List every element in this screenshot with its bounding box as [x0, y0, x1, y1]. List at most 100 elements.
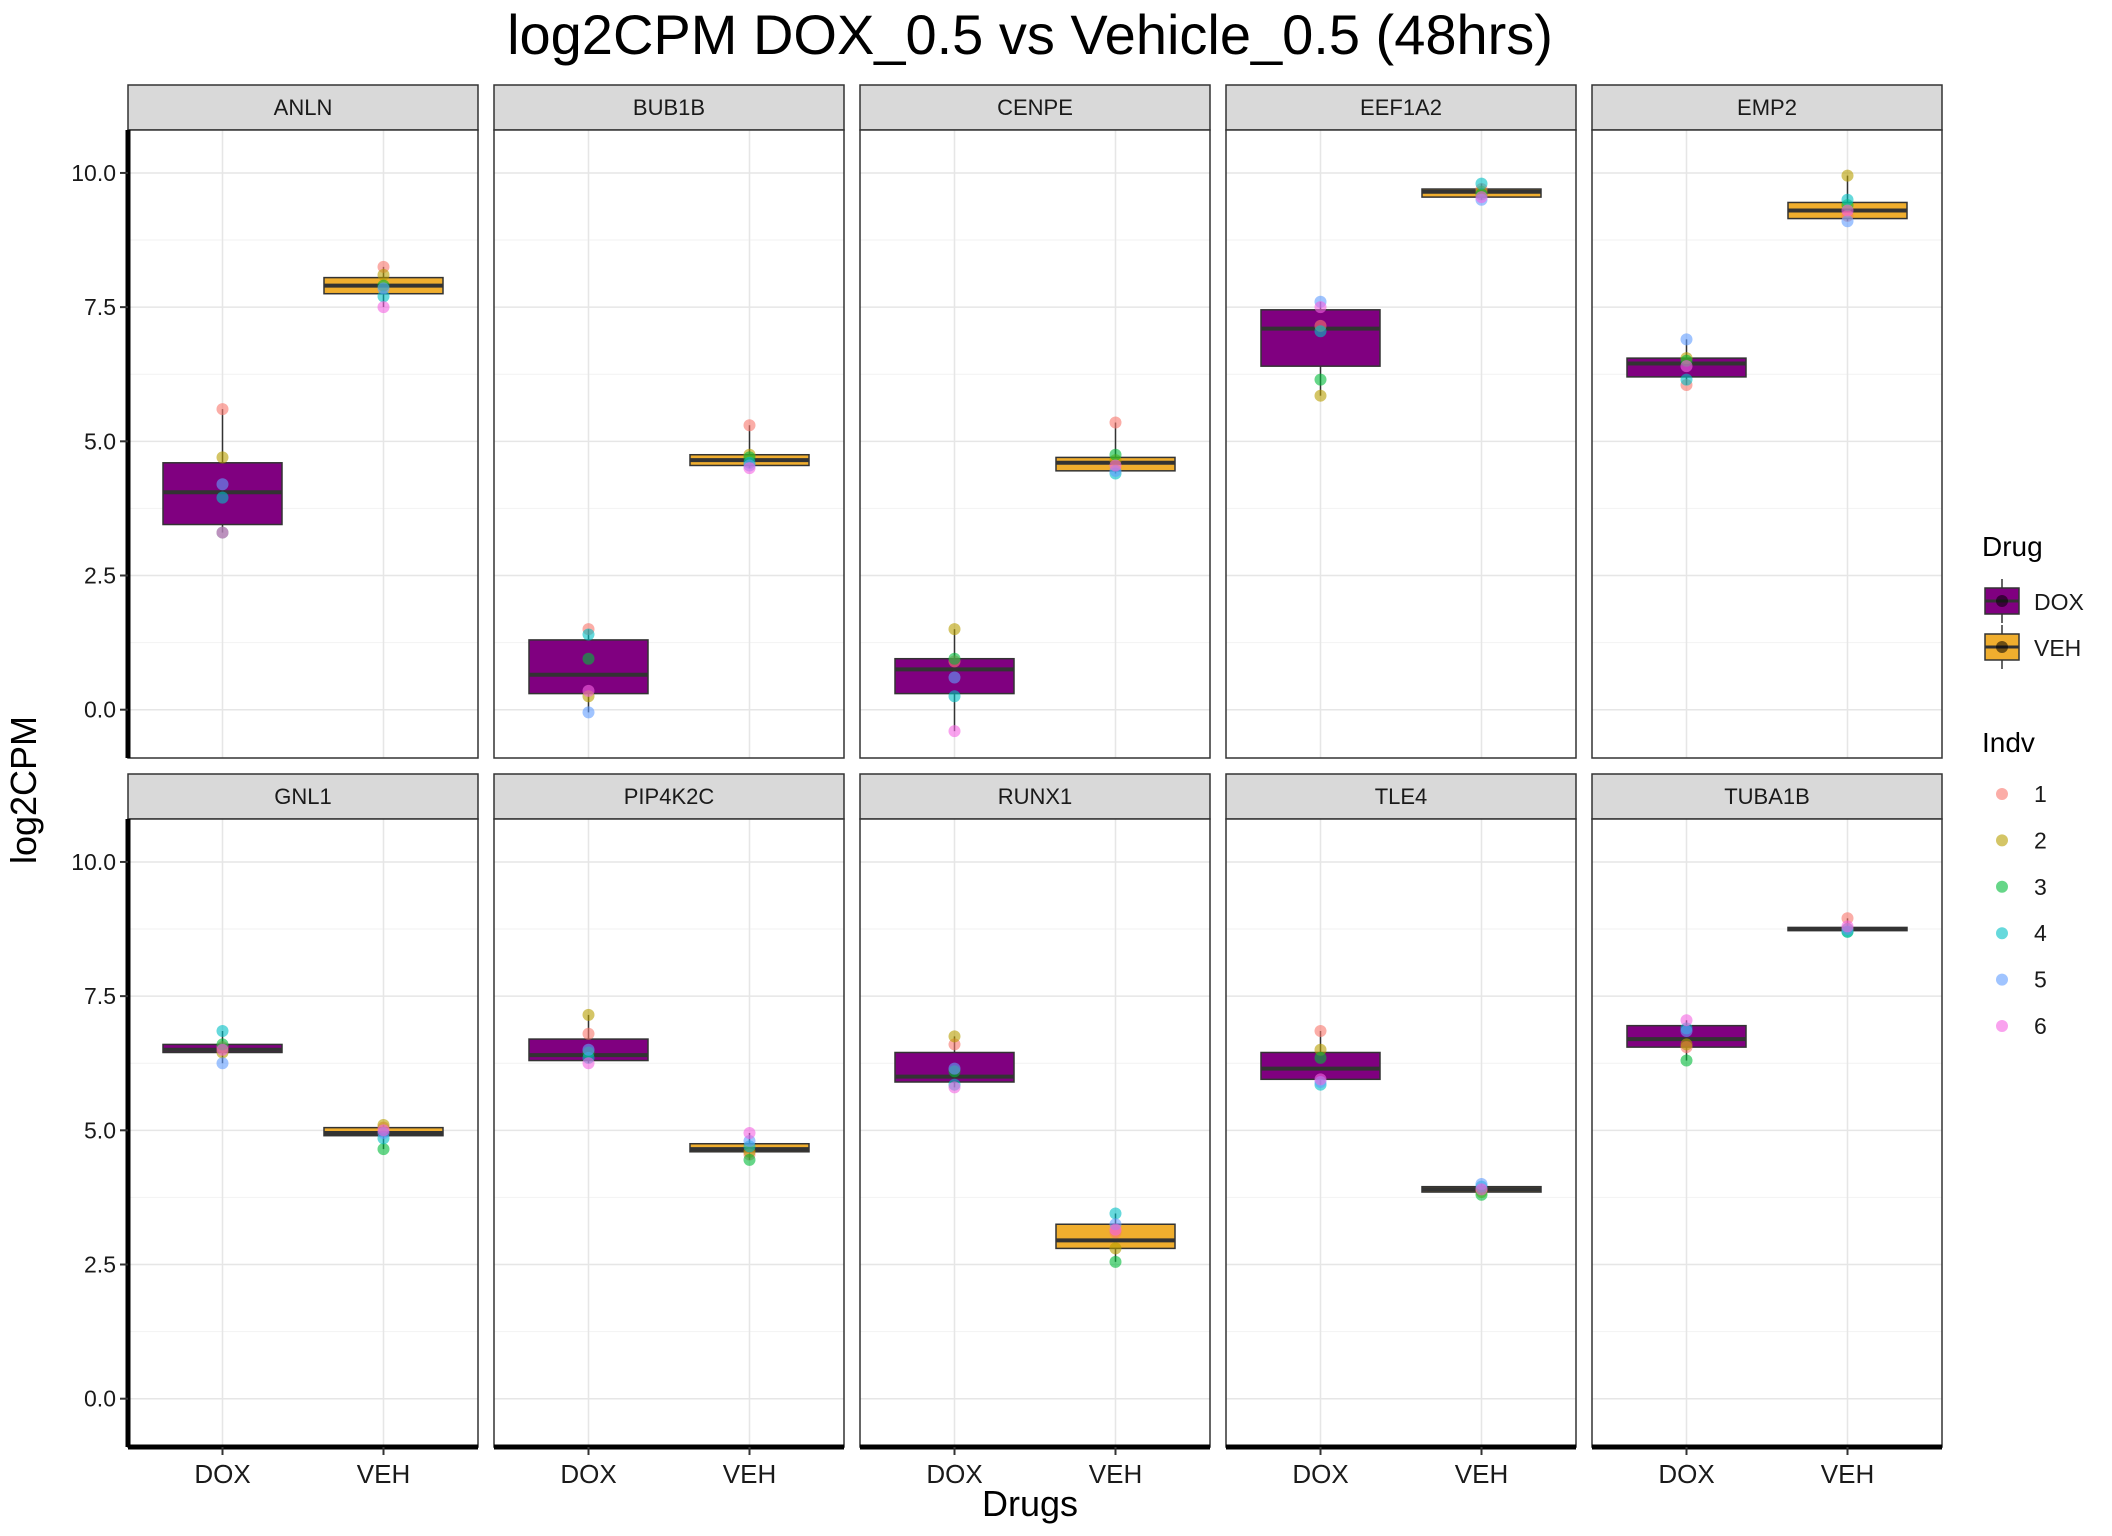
y-tick-label: 2.5 — [84, 563, 116, 589]
facet-runx1: RUNX1 DOX VEH — [859, 773, 1211, 1489]
point-indv-3 — [1109, 1255, 1122, 1268]
facet-strip-label: EMP2 — [1737, 95, 1797, 120]
facet-pip4k2c: PIP4K2C DOX VEH — [493, 773, 845, 1489]
point-indv-2 — [377, 268, 390, 281]
point-indv-2 — [582, 1008, 595, 1021]
legend-key-point — [1996, 927, 2008, 940]
point-indv-1 — [216, 403, 229, 416]
point-indv-5 — [1680, 1025, 1693, 1038]
facet-strip-label: GNL1 — [274, 784, 331, 809]
facet-grid: ANLN 0.0 2.5 5.0 7.5 10.0 BUB1B CENPE EEF1A2 EMP2… — [71, 84, 1943, 1489]
point-indv-3 — [1314, 1051, 1327, 1064]
legend-key-point — [1996, 788, 2008, 800]
facet-strip — [127, 773, 479, 820]
x-tick-label: DOX — [1658, 1459, 1714, 1489]
facet-eef1a2: EEF1A2 — [1225, 84, 1577, 759]
panel-background — [1592, 819, 1942, 1447]
y-tick-label: 5.0 — [84, 428, 116, 454]
chart-title: log2CPM DOX_0.5 vs Vehicle_0.5 (48hrs) — [507, 3, 1553, 66]
point-indv-6 — [377, 1124, 390, 1137]
facet-strip — [859, 773, 1211, 820]
y-tick-label: 0.0 — [84, 1386, 116, 1412]
panel-background — [128, 130, 478, 758]
legend-key-indv-5: 5 — [1996, 967, 2047, 993]
legend-key-point — [1996, 973, 2008, 986]
y-tick-label: 7.5 — [84, 294, 116, 320]
facet-strip — [859, 84, 1211, 131]
x-tick-label: DOX — [560, 1459, 616, 1489]
facet-strip — [1591, 773, 1943, 820]
point-indv-6 — [582, 1057, 595, 1070]
facet-strip — [127, 84, 479, 131]
panel-border — [493, 129, 845, 759]
facet-strip — [1225, 773, 1577, 820]
facet-strip-label: PIP4K2C — [624, 784, 715, 809]
point-indv-5 — [216, 1057, 229, 1070]
facet-strip-label: TLE4 — [1375, 784, 1428, 809]
point-indv-6 — [1680, 1014, 1693, 1027]
facet-anln: ANLN 0.0 2.5 5.0 7.5 10.0 — [71, 84, 479, 759]
point-indv-2 — [1680, 1038, 1693, 1051]
point-indv-6 — [216, 526, 229, 539]
point-indv-4 — [1314, 325, 1327, 338]
point-indv-3 — [582, 652, 595, 665]
panel-background — [860, 130, 1210, 758]
point-indv-1 — [743, 419, 756, 432]
legend-label: DOX — [2034, 589, 2084, 615]
facet-cenpe: CENPE — [859, 84, 1211, 759]
legend-key-point — [1996, 641, 2008, 653]
point-indv-6 — [1314, 301, 1327, 314]
panel-background — [494, 819, 844, 1447]
y-axis-title: log2CPM — [3, 716, 44, 864]
x-tick-label: VEH — [723, 1459, 776, 1489]
facet-strip-label: BUB1B — [633, 95, 705, 120]
point-indv-6 — [948, 725, 961, 738]
facet-strip — [1591, 84, 1943, 131]
facet-gnl1: GNL1 0.0 2.5 5.0 7.5 10.0 DOX VEH — [71, 773, 479, 1489]
point-indv-4 — [216, 1025, 229, 1038]
point-indv-2 — [1841, 169, 1854, 182]
point-indv-2 — [216, 451, 229, 464]
facet-bub1b: BUB1B — [493, 84, 845, 759]
legend-title-indv: Indv — [1982, 727, 2035, 758]
facet-strip-label: TUBA1B — [1724, 784, 1810, 809]
panel-border — [859, 129, 1211, 759]
point-indv-4 — [1680, 373, 1693, 386]
point-indv-6 — [582, 684, 595, 697]
point-indv-5 — [377, 282, 390, 295]
point-indv-2 — [948, 623, 961, 636]
legend-key-indv-4: 4 — [1996, 920, 2047, 946]
facet-tuba1b: TUBA1B DOX VEH — [1591, 773, 1943, 1489]
point-indv-4 — [1475, 177, 1488, 190]
legend: Drug DOX VEH Indv 1 2 3 4 5 6 — [1982, 531, 2084, 1039]
point-indv-5 — [948, 1062, 961, 1075]
legend-label: 4 — [2034, 920, 2047, 946]
y-tick-label: 5.0 — [84, 1117, 116, 1143]
panel-background — [860, 819, 1210, 1447]
point-indv-6 — [1841, 204, 1854, 217]
y-tick-label: 10.0 — [71, 160, 116, 186]
point-indv-1 — [1314, 1025, 1327, 1038]
point-indv-6 — [377, 301, 390, 314]
point-indv-4 — [1109, 1207, 1122, 1220]
legend-key-dox: DOX — [1984, 579, 2084, 623]
point-indv-5 — [582, 1043, 595, 1056]
legend-label: 2 — [2034, 827, 2047, 853]
y-axis-title-group: log2CPM — [3, 716, 44, 864]
panel-border — [1225, 129, 1577, 759]
point-indv-1 — [1109, 416, 1122, 429]
point-indv-6 — [1841, 920, 1854, 933]
facet-tle4: TLE4 DOX VEH — [1225, 773, 1577, 1489]
legend-label: 5 — [2034, 967, 2047, 993]
point-indv-2 — [1109, 1242, 1122, 1255]
x-tick-label: VEH — [357, 1459, 410, 1489]
point-indv-3 — [1314, 373, 1327, 386]
facet-strip-label: EEF1A2 — [1360, 95, 1442, 120]
legend-title-drug: Drug — [1982, 531, 2043, 562]
point-indv-6 — [1680, 360, 1693, 373]
x-tick-label: DOX — [194, 1459, 250, 1489]
point-indv-2 — [1314, 389, 1327, 402]
point-indv-6 — [1109, 459, 1122, 472]
x-tick-label: VEH — [1455, 1459, 1508, 1489]
